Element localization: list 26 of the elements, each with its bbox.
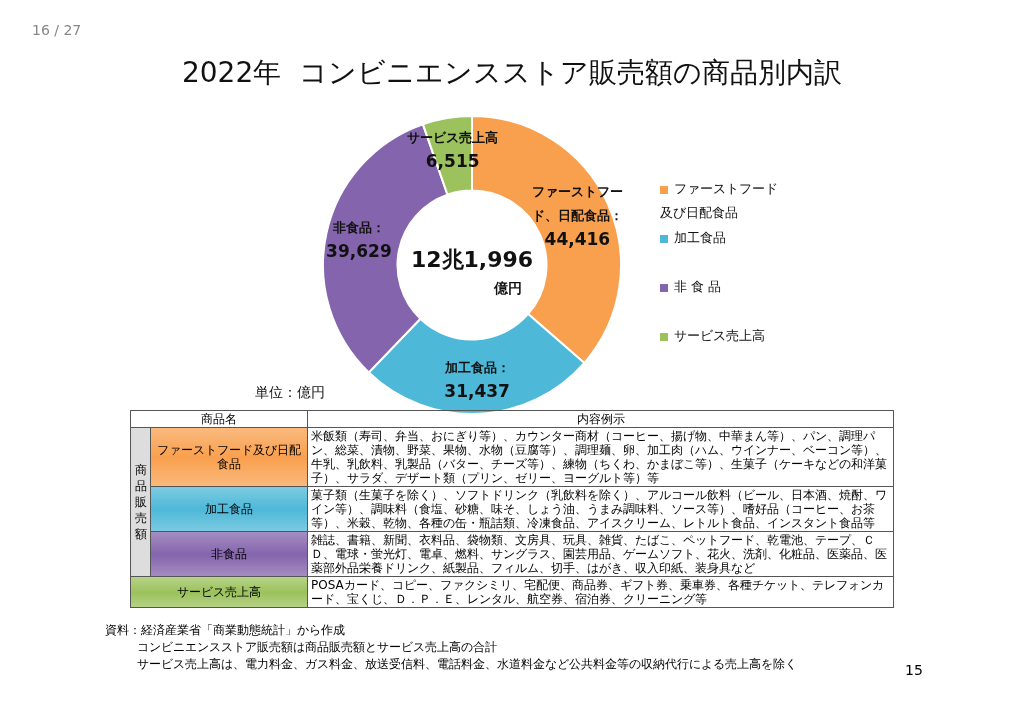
text: 非食品 (150, 531, 308, 577)
text: 億円 (493, 279, 522, 296)
text: サービス売上高 (130, 576, 308, 608)
text: 商品販売額 (130, 427, 151, 577)
data-label: 非食品： 39,629 (326, 219, 392, 261)
data-label: 加工食品： 31,437 (443, 360, 510, 402)
text: 商品名 (130, 410, 308, 428)
text: 菓子類（生菓子を除く）、ソフトドリンク（乳飲料を除く）、アルコール飲料（ビール、日本酒、焼酎、ワイン等）、調味料（食塩、砂糖、味そ、しょう油、うまみ調味料、ソース等）、嗜好品（コーヒー、お茶等）、米穀、乾物、各種の缶・瓶詰類、冷凍食品、アイスクリーム、レトルト食品、インスタント食品等 (307, 486, 894, 532)
chart-title: 2022年 コンビニエンスストア販売額の商品別内訳 (181, 56, 843, 90)
text: 15 (905, 662, 923, 678)
text: 加工食品 (150, 486, 308, 532)
text: 単位：億円 (255, 383, 325, 400)
text: 16 / 27 (32, 22, 82, 38)
text: 内容例示 (307, 410, 894, 428)
legend-label: サービス売上高 (674, 328, 765, 344)
text: コンビニエンスストア販売額は商品販売額とサービス売上高の合計 (137, 639, 497, 656)
text: POSAカード、コピー、ファクシミリ、宅配便、商品券、ギフト券、乗車券、各種チケット、テレフォンカード、宝くじ、Ｄ．Ｐ．Ｅ、レンタル、航空券、宿泊券、クリーニング等 (307, 576, 894, 608)
legend-label: 加工食品 (674, 230, 726, 246)
text: 米飯類（寿司、弁当、おにぎり等）、カウンター商材（コーヒー、揚げ物、中華まん等）、パン、調理パン、総菜、漬物、野菜、果物、水物（豆腐等）、調理麺、卵、加工肉（ハム、ウインナー、ベーコン等）、牛乳、乳飲料、乳製品（バター、チーズ等）、練物（ちくわ、かまぼこ等）、生菓子（ケーキなどの和洋菓子）、サラダ、デザート類（プリン、ゼリー、ヨーグルト等）等 (307, 427, 894, 487)
text: ファーストフード及び日配食品 (150, 427, 308, 487)
legend-label: 非 食 品 (674, 279, 722, 295)
text: 資料：経済産業省「商業動態統計」から作成 (105, 622, 345, 639)
legend-label: ファーストフード及び日配食品 (660, 181, 778, 221)
text: サービス売上高は、電力料金、ガス料金、放送受信料、電話料金、水道料金など公共料金等の収納代行による売上高を除く (137, 656, 797, 673)
text: 雑誌、書籍、新聞、衣料品、袋物類、文房具、玩具、雑貨、たばこ、ペットフード、乾電池、テープ、ＣＤ、電球・蛍光灯、電卓、燃料、サングラス、園芸用品、ゲームソフト、花火、洗剤、化粧品、医薬品、医薬部外品栄養ドリンク、紙製品、フィルム、切手、はがき、収入印紙、装身具など (307, 531, 894, 577)
text: 12兆1,996 (410, 246, 534, 272)
